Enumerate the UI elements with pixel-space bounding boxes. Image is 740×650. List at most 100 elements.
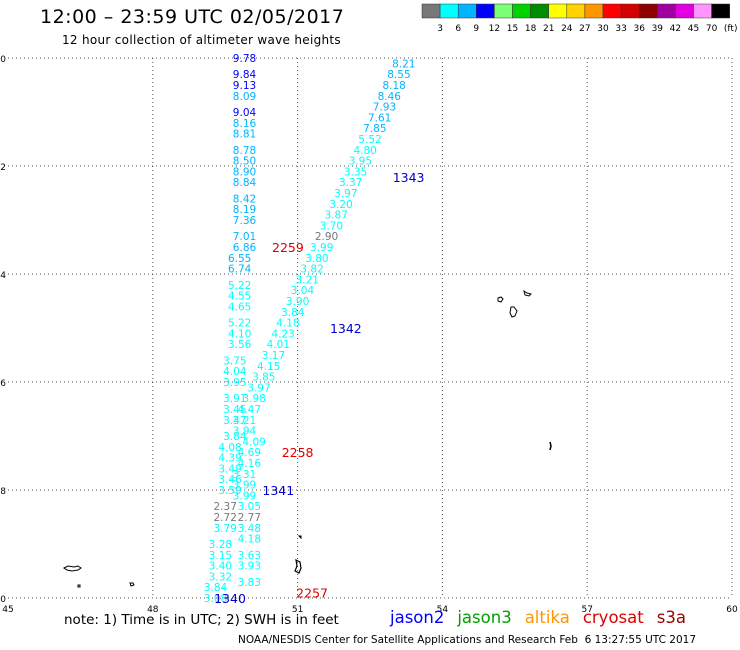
wave-height-value: 4.08: [218, 442, 241, 454]
credit-timestamp: Feb 6 13:27:55 UTC 2017: [559, 634, 696, 646]
wave-height-value: 6.55: [228, 253, 251, 265]
legend-bin-label: 27: [579, 24, 590, 34]
wave-height-value: 9.84: [233, 69, 257, 81]
island-outline: [509, 306, 518, 318]
wave-height-value: 3.79: [214, 523, 237, 535]
legend-bin-label: 39: [652, 24, 664, 34]
y-tick-label: -10: [0, 595, 6, 605]
wave-height-value: 3.82: [300, 264, 323, 276]
wave-height-value: 8.81: [233, 129, 256, 141]
legend-bin-label: 45: [688, 24, 699, 34]
wave-height-value: 3.97: [247, 382, 270, 394]
wave-height-value: 3.15: [209, 550, 232, 562]
wave-height-value: 4.10: [228, 328, 251, 340]
wave-height-value: 8.78: [233, 145, 256, 157]
wave-height-value: 4.69: [238, 447, 261, 459]
wave-height-value: 3.83: [238, 577, 261, 589]
x-tick-label: 60: [726, 605, 738, 615]
legend-bin-label: 33: [615, 24, 626, 34]
wave-height-value: 3.32: [209, 571, 232, 583]
wave-height-value: 3.93: [238, 561, 261, 573]
wave-height-value: 3.04: [291, 285, 315, 297]
satellite-altika: altika: [524, 608, 570, 627]
chart-title: 12:00 – 23:59 UTC 02/05/2017: [40, 6, 345, 28]
wave-height-value: 8.50: [233, 156, 256, 168]
wave-height-value: 3.08: [204, 593, 227, 605]
legend-swatch: [711, 3, 730, 19]
island-outline: [63, 565, 82, 572]
wave-height-values: 9.78 9.849.138.09 9.048.168.81 8.788.508.90…: [204, 53, 416, 605]
island-outline: [297, 535, 302, 540]
wave-height-value: 5.22: [228, 318, 251, 330]
wave-height-value: 5.22: [228, 280, 251, 292]
wave-height-value: 4.23: [271, 328, 294, 340]
y-tick-label: -4: [0, 271, 6, 281]
wave-height-value: 4.47: [238, 404, 261, 416]
footer-note: note: 1) Time is in UTC; 2) SWH is in fe…: [64, 612, 339, 628]
satellite-cryosat: cryosat: [582, 608, 644, 627]
credit-line: NOAA/NESDIS Center for Satellite Applica…: [238, 634, 696, 646]
satellite-jason3: jason3: [457, 608, 512, 627]
legend-unit: (ft): [724, 24, 738, 34]
legend-bin-label: 21: [543, 24, 554, 34]
wave-height-value: 8.09: [233, 91, 256, 103]
pass-time-label: 1341: [262, 483, 294, 498]
wave-height-value: 3.59: [218, 485, 241, 497]
wave-height-value: 3.87: [325, 210, 348, 222]
wave-height-value: 3.70: [320, 220, 343, 232]
wave-height-value: 4.18: [276, 318, 299, 330]
wave-height-value: 3.98: [242, 393, 265, 405]
island-outline: [497, 296, 504, 303]
wave-height-value: 3.85: [252, 372, 275, 384]
wave-height-value: 3.90: [286, 296, 309, 308]
wave-height-value: 8.55: [387, 69, 410, 81]
pass-time-labels: 1343 1342 1341 1340 2259 2258 2257: [214, 170, 424, 606]
wave-height-value: 4.09: [242, 436, 265, 448]
wave-height-value: 7.85: [363, 123, 386, 135]
wave-height-value: 3.21: [296, 274, 319, 286]
island-outline: [549, 441, 552, 451]
wave-height-value: 3.95: [349, 156, 372, 168]
wave-height-value: 3.97: [334, 188, 357, 200]
island-outline: [129, 582, 135, 587]
chart-subtitle: 12 hour collection of altimeter wave hei…: [62, 33, 341, 47]
wave-height-value: 2.77: [238, 512, 261, 524]
wave-height-value: 3.48: [238, 523, 261, 535]
wave-height-value: 3.17: [262, 350, 285, 362]
x-tick-label: 54: [437, 605, 449, 615]
axes: 45 48 51 54 57 60 0 -2 -4 -6 -8 -10: [0, 55, 738, 615]
wave-height-value: 3.99: [310, 242, 333, 254]
legend-bin-label: 70: [706, 24, 718, 34]
satellite-legend: jason2 jason3 altika cryosat s3a: [390, 608, 699, 627]
pass-time-label: 1342: [330, 321, 362, 336]
wave-height-value: 3.20: [329, 199, 352, 211]
wave-height-value: 2.37: [214, 501, 237, 513]
pass-time-label: 2259: [272, 240, 304, 255]
wave-height-value: 3.84: [281, 307, 305, 319]
wave-height-value: 4.15: [257, 361, 280, 373]
satellite-jason2: jason2: [390, 608, 445, 627]
x-tick-label: 51: [292, 605, 303, 615]
legend-bin-label: 24: [561, 24, 573, 34]
wave-height-value: 3.99: [233, 490, 256, 502]
wave-height-value: 3.05: [238, 501, 261, 513]
wave-height-value: 4.01: [267, 339, 290, 351]
wave-height-value: 3.63: [238, 550, 261, 562]
wave-height-value: 7.01: [233, 231, 256, 243]
wave-height-value: 4.80: [353, 145, 376, 157]
wave-height-value: 3.28: [209, 539, 232, 551]
wave-height-value: 2.72: [214, 512, 237, 524]
wave-height-value: 8.90: [233, 166, 256, 178]
wave-height-value: 3.84: [204, 582, 228, 594]
wave-height-value: 3.95: [223, 377, 246, 389]
legend-bin-label: 9: [473, 24, 479, 34]
wave-height-value: 3.94: [233, 426, 257, 438]
pass-time-label: 1343: [393, 170, 425, 185]
pass-time-label: 2257: [296, 586, 328, 601]
wave-height-value: 8.46: [378, 91, 402, 103]
wave-height-value: 4.18: [238, 534, 261, 546]
wave-height-value: 3.45: [223, 404, 246, 416]
wave-height-value: 8.21: [392, 58, 415, 70]
wave-height-value: 3.40: [209, 561, 232, 573]
